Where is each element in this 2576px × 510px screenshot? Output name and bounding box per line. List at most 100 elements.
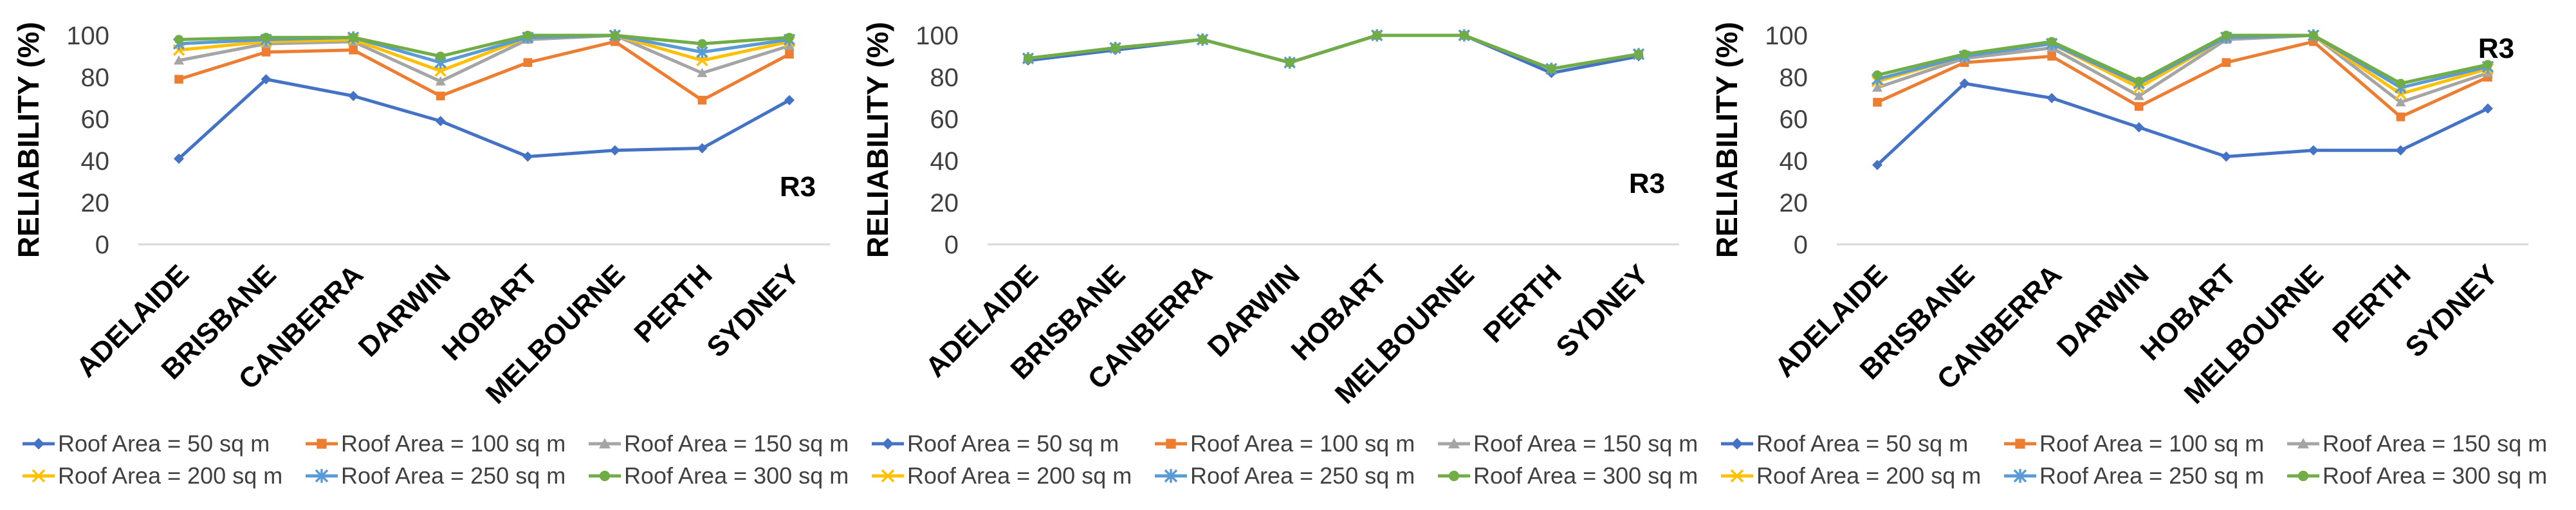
data-point xyxy=(1110,43,1120,53)
legend-2-marker xyxy=(2015,439,2025,449)
data-point xyxy=(2395,97,2406,107)
data-point xyxy=(784,95,795,105)
y-tick-label: 60 xyxy=(930,105,959,134)
legend-label: Roof Area = 200 sq m xyxy=(1756,462,1981,489)
data-point xyxy=(2396,78,2406,88)
data-point xyxy=(2483,60,2493,69)
legend-5-marker xyxy=(315,469,329,483)
legend-label: Roof Area = 300 sq m xyxy=(624,462,849,489)
series-line xyxy=(1877,33,2489,89)
y-tick-label: 100 xyxy=(66,22,109,50)
data-point xyxy=(1873,98,1882,107)
data-point xyxy=(1459,30,1469,41)
data-point xyxy=(174,153,184,164)
legend-label: Roof Area = 250 sq m xyxy=(341,462,566,489)
y-tick-label: 0 xyxy=(95,231,109,259)
data-point xyxy=(2047,93,2057,104)
data-point xyxy=(2396,112,2406,122)
series-line xyxy=(178,40,791,102)
x-tick-label: SYDNEY xyxy=(1550,259,1655,363)
legend-3-marker xyxy=(2297,438,2309,449)
y-axis-label: RELIABILITY (%) xyxy=(861,22,894,258)
data-point xyxy=(2308,145,2319,156)
data-point xyxy=(2133,91,2144,100)
series-1 xyxy=(1872,78,2493,170)
y-tick-label: 80 xyxy=(1780,64,1808,92)
series-line xyxy=(1876,82,2489,167)
x-tick-label: PERTH xyxy=(2326,259,2416,349)
series-1 xyxy=(174,74,795,164)
legend-6-marker xyxy=(2297,470,2309,482)
y-tick-label: 60 xyxy=(1780,105,1808,134)
legend-2-marker xyxy=(317,439,327,449)
y-tick-label: 80 xyxy=(81,64,110,92)
legend-6-marker xyxy=(1448,470,1460,482)
series-line xyxy=(178,33,790,83)
x-tick-label: SYDNEY xyxy=(701,259,805,363)
legend-label: Roof Area = 250 sq m xyxy=(1190,462,1415,489)
x-tick-label: SYDNEY xyxy=(2399,259,2504,363)
data-point xyxy=(1633,50,1644,59)
data-point xyxy=(348,91,359,102)
series-6 xyxy=(1023,30,1644,74)
legend-label: Roof Area = 200 sq m xyxy=(907,462,1132,489)
data-point xyxy=(522,151,533,162)
legend-1-marker xyxy=(882,438,894,450)
legend-label: Roof Area = 50 sq m xyxy=(907,430,1119,457)
data-point xyxy=(1872,159,1882,170)
legend-1-marker xyxy=(1731,438,1743,450)
data-point xyxy=(349,45,358,55)
data-point xyxy=(435,76,446,86)
legend-5-marker xyxy=(1164,469,1178,483)
y-tick-label: 0 xyxy=(944,231,959,259)
data-point xyxy=(1547,64,1556,74)
legend-2-marker xyxy=(1166,439,1176,449)
data-point xyxy=(261,33,271,42)
series-2 xyxy=(174,37,794,105)
data-point xyxy=(436,51,445,61)
y-tick-label: 20 xyxy=(930,189,959,217)
legend-label: Roof Area = 300 sq m xyxy=(1473,462,1698,489)
legend-label: Roof Area = 150 sq m xyxy=(1473,430,1698,457)
legend-label: Roof Area = 300 sq m xyxy=(2323,462,2547,489)
data-point xyxy=(348,33,358,42)
legend-label: Roof Area = 100 sq m xyxy=(2039,430,2264,457)
data-point xyxy=(2222,58,2231,68)
data-point xyxy=(784,33,795,42)
series-line xyxy=(1876,40,2489,119)
data-point xyxy=(1959,78,1970,89)
legend-4-marker xyxy=(1730,469,1744,483)
y-tick-label: 20 xyxy=(1780,189,1808,217)
data-point xyxy=(174,55,184,65)
series-line xyxy=(178,77,791,160)
data-point xyxy=(1960,50,1969,59)
series-line xyxy=(1027,33,1639,71)
legend: Roof Area = 50 sq m Roof Area = 100 sq m R… xyxy=(23,430,849,489)
data-point xyxy=(261,48,271,57)
data-point xyxy=(2047,51,2056,61)
legend-label: Roof Area = 250 sq m xyxy=(2039,462,2264,489)
data-point xyxy=(435,116,446,127)
legend-label: Roof Area = 50 sq m xyxy=(58,430,270,457)
series-line xyxy=(178,33,790,73)
y-axis-label: RELIABILITY (%) xyxy=(1710,22,1743,258)
y-tick-label: 40 xyxy=(1780,147,1808,176)
annotation-label: R3 xyxy=(2478,33,2514,64)
series-line xyxy=(178,33,790,64)
legend-4-marker xyxy=(32,469,46,483)
data-point xyxy=(609,145,620,156)
series-line xyxy=(1877,33,2489,86)
data-point xyxy=(2134,77,2144,86)
data-point xyxy=(2483,103,2493,114)
legend-3-marker xyxy=(1448,438,1460,449)
legend-5-marker xyxy=(2013,469,2027,483)
series-6 xyxy=(1872,30,2493,88)
annotation-label: R3 xyxy=(780,171,816,203)
data-point xyxy=(1872,70,1882,80)
data-point xyxy=(2133,122,2144,132)
legend-6-marker xyxy=(599,470,611,482)
legend-1-marker xyxy=(33,438,44,450)
legend-label: Roof Area = 150 sq m xyxy=(2323,430,2547,457)
y-axis-label: RELIABILITY (%) xyxy=(12,22,45,258)
